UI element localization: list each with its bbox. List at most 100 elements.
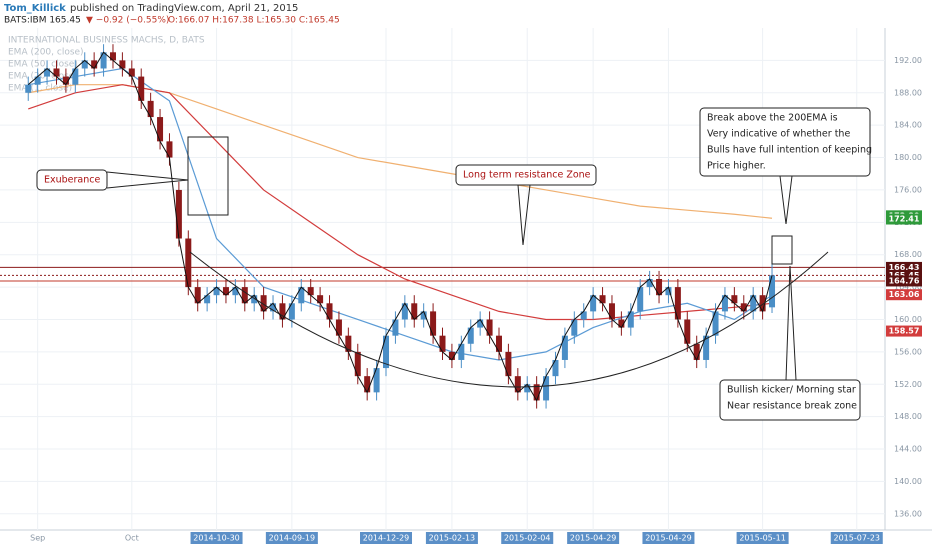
candle-body — [693, 343, 700, 360]
annotation-text: Bulls have full intention of keeping — [707, 145, 872, 156]
x-tick-label: 2014-09-19 — [269, 534, 316, 543]
annotation-text: Long term resistance Zone — [463, 170, 591, 181]
candle-body — [467, 327, 474, 344]
legend-entry: EMA (50, close) — [8, 60, 78, 70]
x-tick-box — [736, 532, 789, 544]
candle-body — [354, 351, 361, 377]
x-tick-box — [642, 532, 695, 544]
candle-body — [34, 76, 41, 85]
candle-body — [335, 319, 342, 336]
candle-body — [448, 351, 455, 360]
x-tick-box — [830, 532, 883, 544]
exuberance-box — [187, 136, 229, 216]
candle-body — [166, 141, 173, 158]
x-tick-box — [425, 532, 478, 544]
candle-body — [430, 311, 437, 336]
candle-body — [100, 52, 107, 69]
candle-body — [411, 303, 418, 320]
y-tick-label: 168.00 — [894, 250, 922, 259]
y-tick-label: 184.00 — [894, 121, 922, 130]
x-tick-label: 2015-04-29 — [645, 534, 692, 543]
candle-body — [599, 295, 606, 304]
y-tick-label: 192.00 — [894, 56, 922, 65]
candle-body — [298, 287, 305, 304]
candle-body — [260, 295, 267, 312]
price-label-box — [886, 289, 922, 301]
candle-body — [571, 319, 578, 336]
candle-body — [740, 303, 747, 312]
candle-body — [138, 76, 145, 101]
candle-body — [439, 335, 446, 352]
price-label: 172.41 — [889, 215, 920, 224]
x-tick-label: 2015-02-13 — [429, 534, 476, 543]
y-tick-label: 180.00 — [894, 153, 922, 162]
candle-body — [175, 189, 182, 239]
x-tick-box — [360, 532, 413, 544]
candle-body — [637, 287, 644, 312]
candle-body — [721, 295, 728, 312]
annotation-text: Break above the 200EMA is — [707, 113, 838, 124]
candle-body — [486, 319, 493, 336]
candle-body — [326, 303, 333, 320]
y-tick-label: 136.00 — [894, 509, 922, 518]
x-tick-box — [190, 532, 243, 544]
x-tick-label: 2015-04-29 — [570, 534, 617, 543]
candle-body — [109, 52, 116, 61]
candle-body — [684, 319, 691, 344]
candle-body — [514, 376, 521, 393]
legend-entry: INTERNATIONAL BUSINESS MACHS, D, BATS — [8, 36, 205, 46]
x-tick-label: 2015-07-23 — [834, 534, 881, 543]
annotation-text: Near resistance break zone — [727, 401, 857, 412]
price-label-box — [886, 275, 922, 287]
kicker-box — [771, 235, 793, 265]
candle-body — [759, 295, 766, 312]
x-tick-label: Oct — [125, 534, 139, 543]
quote: BATS:IBM 165.45 — [4, 16, 81, 26]
candle-body — [543, 376, 550, 401]
annotation-box — [455, 164, 597, 186]
annotation-box — [36, 169, 108, 191]
candle-body — [91, 60, 98, 69]
candle-body — [251, 295, 258, 304]
x-tick-label: Sep — [30, 534, 45, 543]
candle-body — [270, 303, 277, 312]
y-tick-label: 144.00 — [894, 445, 922, 454]
candle-body — [712, 311, 719, 336]
x-tick-label: 2014-10-30 — [193, 534, 240, 543]
candle-body — [533, 384, 540, 401]
author[interactable]: Tom_Killick — [4, 3, 66, 14]
y-tick-label: 140.00 — [894, 477, 922, 486]
candle-body — [458, 343, 465, 360]
candle-body — [590, 295, 597, 312]
callout — [779, 175, 793, 225]
candle-body — [731, 295, 738, 304]
legend-entry: EMA (20, close) — [8, 72, 78, 82]
candle-body — [147, 100, 154, 118]
candle-body — [157, 117, 164, 142]
legend-entry: EMA (200, close) — [8, 48, 84, 58]
price-label: 163.06 — [889, 290, 920, 299]
candle-body — [194, 287, 201, 304]
ohlc: O:166.07 H:167.38 L:165.30 C:165.45 — [168, 16, 340, 26]
candle-body — [524, 384, 531, 393]
candle-body — [213, 287, 220, 296]
candle-body — [665, 287, 672, 296]
candle-body — [364, 376, 371, 393]
candle-body — [656, 279, 663, 296]
annotation-box — [719, 379, 861, 421]
candle-body — [608, 303, 615, 320]
candle-body — [72, 68, 79, 85]
candle-body — [552, 359, 559, 377]
candle-body — [241, 287, 248, 304]
candle-body — [317, 295, 324, 304]
annotation-text: Price higher. — [707, 161, 766, 172]
x-tick-box — [265, 532, 318, 544]
x-tick-box — [567, 532, 620, 544]
y-tick-label: 164.00 — [894, 283, 922, 292]
callout — [517, 184, 531, 246]
candle-body — [703, 335, 710, 360]
candle-body — [62, 76, 69, 85]
change: ▼ −0.92 (−0.55%) — [86, 16, 169, 26]
price-label: 164.76 — [889, 276, 920, 285]
x-tick-label: 2015-02-04 — [504, 534, 551, 543]
